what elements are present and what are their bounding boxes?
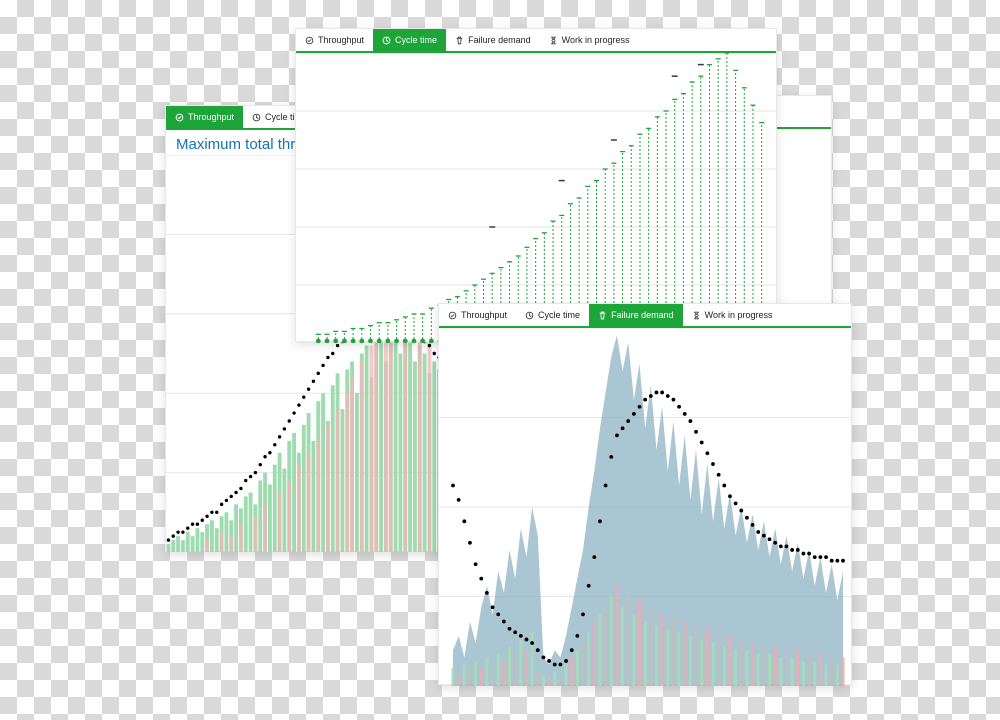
tab-label: Failure demand — [611, 310, 674, 320]
tab-wip[interactable]: Work in progress — [683, 304, 782, 326]
tab-wip[interactable]: Work in progress — [540, 29, 639, 51]
clock-icon — [252, 113, 261, 122]
tab-label: Throughput — [318, 35, 364, 45]
check-circle-icon — [305, 36, 314, 45]
tab-cycle-time[interactable]: Cycle time — [516, 304, 589, 326]
tab-label: Throughput — [461, 310, 507, 320]
tab-label: Throughput — [188, 112, 234, 122]
tab-label: Work in progress — [562, 35, 630, 45]
failure-demand-panel: Throughput Cycle time Failure demand Wor… — [438, 303, 852, 685]
trash-icon — [455, 36, 464, 45]
check-circle-icon — [175, 113, 184, 122]
tab-throughput[interactable]: Throughput — [296, 29, 373, 51]
clock-icon — [382, 36, 391, 45]
trash-icon — [598, 311, 607, 320]
tabs-cycle: Throughput Cycle time Failure demand Wor… — [296, 29, 776, 53]
tab-label: Cycle time — [538, 310, 580, 320]
hourglass-icon — [692, 311, 701, 320]
tab-throughput[interactable]: Throughput — [166, 106, 243, 128]
tab-label: Cycle time — [395, 35, 437, 45]
tab-cycle-time[interactable]: Cycle time — [373, 29, 446, 51]
tabs-failure: Throughput Cycle time Failure demand Wor… — [439, 304, 851, 328]
tab-label: Work in progress — [705, 310, 773, 320]
clock-icon — [525, 311, 534, 320]
tab-label: Failure demand — [468, 35, 531, 45]
stage: Throughput Cycle time Maximum total thro… — [0, 0, 1000, 720]
hourglass-icon — [549, 36, 558, 45]
tab-failure-demand[interactable]: Failure demand — [446, 29, 540, 51]
tab-throughput[interactable]: Throughput — [439, 304, 516, 326]
tab-failure-demand[interactable]: Failure demand — [589, 304, 683, 326]
cycle-time-panel: Throughput Cycle time Failure demand Wor… — [295, 28, 777, 342]
cycle-time-chart — [296, 53, 776, 343]
check-circle-icon — [448, 311, 457, 320]
failure-demand-chart — [439, 328, 851, 686]
